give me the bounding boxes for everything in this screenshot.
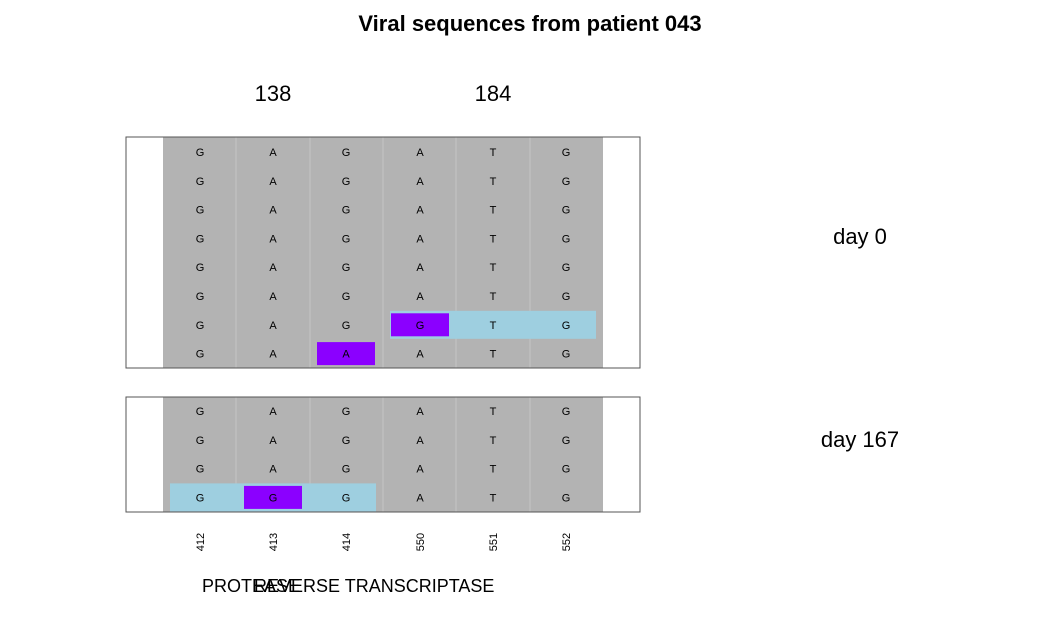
sequence-panel: G A G A T G G A G A T G G A G A T G G A G A T G G A G A T G G A G A T G G A G G…	[125, 136, 641, 369]
nucleotide: G	[562, 406, 571, 418]
nucleotide: G	[562, 492, 571, 504]
nucleotide: A	[416, 147, 424, 159]
nucleotide: G	[269, 492, 278, 504]
nucleotide: G	[196, 320, 205, 332]
nucleotide: T	[490, 320, 497, 332]
nucleotide: G	[196, 147, 205, 159]
nucleotide: A	[416, 464, 424, 476]
nucleotide: A	[269, 233, 277, 245]
nucleotide: G	[196, 349, 205, 361]
nucleotide: T	[490, 464, 497, 476]
nucleotide: G	[342, 320, 351, 332]
nucleotide: G	[342, 176, 351, 188]
nucleotide: G	[342, 233, 351, 245]
nucleotide: A	[416, 349, 424, 361]
position-tick: 412	[195, 533, 207, 551]
nucleotide: G	[196, 291, 205, 303]
nucleotide: A	[416, 233, 424, 245]
nucleotide: G	[562, 176, 571, 188]
nucleotide: A	[416, 291, 424, 303]
nucleotide: G	[562, 291, 571, 303]
nucleotide: G	[196, 176, 205, 188]
panels: G A G A T GG A G A T GG A G A T GG A G A T GG A G A T GG A G A T GG A G G…	[125, 136, 641, 513]
nucleotide: A	[269, 291, 277, 303]
nucleotide: T	[490, 262, 497, 274]
nucleotide: G	[196, 464, 205, 476]
position-tick: 414	[341, 533, 353, 551]
nucleotide: T	[490, 291, 497, 303]
nucleotide: A	[416, 406, 424, 418]
nucleotide: G	[562, 349, 571, 361]
nucleotide: A	[269, 320, 277, 332]
nucleotide: G	[562, 464, 571, 476]
codon-label-138: 138	[255, 81, 292, 106]
nucleotide: T	[490, 406, 497, 418]
mutation-cell	[391, 313, 449, 337]
position-tick-labels: 412 413 414 550 551 552	[195, 533, 573, 551]
nucleotide: T	[490, 147, 497, 159]
nucleotide: G	[562, 435, 571, 447]
nucleotide: T	[490, 205, 497, 217]
nucleotide: G	[342, 406, 351, 418]
nucleotide: G	[196, 406, 205, 418]
nucleotide: A	[269, 464, 277, 476]
nucleotide: G	[196, 435, 205, 447]
nucleotide: A	[416, 435, 424, 447]
position-tick: 552	[561, 533, 573, 551]
nucleotide: G	[562, 205, 571, 217]
nucleotide: G	[342, 147, 351, 159]
nucleotide: A	[269, 406, 277, 418]
nucleotide: A	[269, 176, 277, 188]
nucleotide: G	[562, 233, 571, 245]
nucleotide: A	[269, 147, 277, 159]
codon-label-184: 184	[475, 81, 512, 106]
nucleotide: T	[490, 349, 497, 361]
nucleotide: A	[416, 205, 424, 217]
position-tick: 550	[415, 533, 427, 551]
nucleotide: G	[342, 262, 351, 274]
nucleotide: A	[416, 262, 424, 274]
nucleotide: T	[490, 176, 497, 188]
region-label-reverse-transcriptase: REVERSE TRANSCRIPTASE	[254, 576, 494, 596]
nucleotide: G	[562, 320, 571, 332]
position-tick: 413	[268, 533, 280, 551]
nucleotide: G	[342, 435, 351, 447]
sequence-panel: G A G A T G G A G A T G G A G A T G G G G A T G	[125, 396, 641, 513]
nucleotide: G	[562, 262, 571, 274]
nucleotide: G	[342, 492, 351, 504]
nucleotide: A	[269, 205, 277, 217]
mutation-cell	[244, 485, 302, 509]
nucleotide: G	[342, 205, 351, 217]
nucleotide: G	[416, 320, 425, 332]
mutation-cell	[317, 342, 375, 366]
chart-title: Viral sequences from patient 043	[358, 11, 701, 36]
nucleotide: A	[416, 176, 424, 188]
nucleotide: T	[490, 233, 497, 245]
nucleotide: G	[196, 205, 205, 217]
nucleotide: G	[342, 291, 351, 303]
nucleotide: G	[342, 464, 351, 476]
nucleotide: A	[269, 435, 277, 447]
panel-label-day167: day 167	[821, 427, 899, 452]
nucleotide: A	[342, 349, 350, 361]
nucleotide: A	[416, 492, 424, 504]
nucleotide: T	[490, 492, 497, 504]
nucleotide: A	[269, 262, 277, 274]
nucleotide: G	[196, 492, 205, 504]
nucleotide: G	[562, 147, 571, 159]
nucleotide: G	[196, 262, 205, 274]
panel-label-day0: day 0	[833, 224, 887, 249]
region-label-protease: PROTEASE	[202, 576, 300, 596]
nucleotide: G	[196, 233, 205, 245]
nucleotide: A	[269, 349, 277, 361]
nucleotide: T	[490, 435, 497, 447]
position-tick: 551	[488, 533, 500, 551]
